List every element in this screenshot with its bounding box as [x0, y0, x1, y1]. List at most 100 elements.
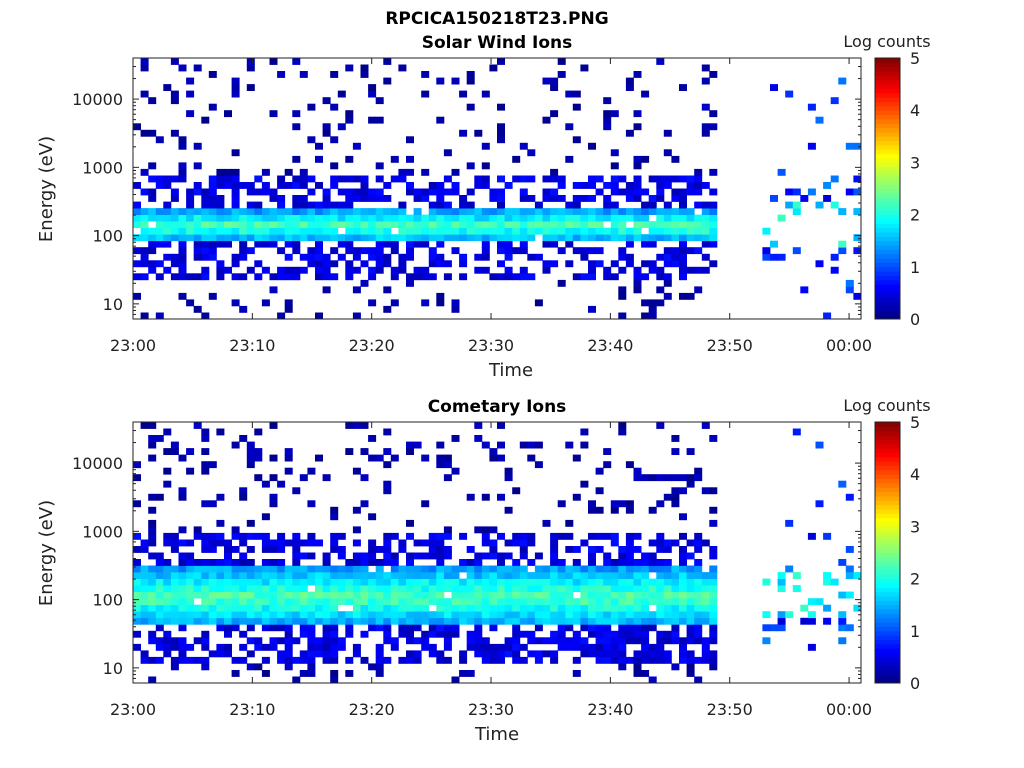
spectrogram-cell — [679, 208, 687, 215]
spectrogram-cell — [610, 273, 619, 281]
spectrogram-cell — [201, 500, 210, 508]
spectrogram-cell — [610, 201, 619, 209]
spectrogram-cell — [557, 643, 566, 651]
spectrogram-cell — [618, 286, 627, 294]
spectrogram-cell — [466, 227, 475, 235]
spectrogram-cell — [557, 175, 566, 183]
spectrogram-cell — [830, 253, 839, 261]
spectrogram-cell — [466, 637, 475, 645]
spectrogram-cell — [421, 617, 430, 625]
spectrogram-cell — [663, 493, 672, 501]
spectrogram-cell — [641, 559, 650, 566]
spectrogram-cell — [497, 598, 505, 606]
spectrogram-cell — [648, 559, 657, 566]
spectrogram-cell — [656, 227, 665, 235]
spectrogram-cell — [481, 591, 490, 599]
spectrogram-cell — [686, 292, 695, 300]
spectrogram-cell — [641, 656, 650, 664]
spectrogram-cell — [451, 221, 460, 228]
spectrogram-cell — [481, 142, 490, 150]
spectrogram-cell — [352, 552, 361, 560]
colorbar-step — [875, 110, 900, 116]
spectrogram-cell — [618, 188, 627, 196]
spectrogram-cell — [648, 260, 657, 268]
spectrogram-cell — [216, 221, 225, 228]
spectrogram-cell — [572, 656, 581, 664]
spectrogram-cell — [299, 253, 308, 261]
spectrogram-cell — [231, 617, 240, 625]
spectrogram-cell — [474, 572, 483, 579]
spectrogram-cell — [193, 208, 202, 215]
spectrogram-cell — [299, 572, 308, 579]
spectrogram-cell — [352, 611, 361, 619]
spectrogram-cell — [193, 637, 202, 645]
spectrogram-cell — [277, 637, 286, 645]
spectrogram-cell — [216, 227, 225, 235]
spectrogram-cell — [315, 539, 323, 547]
spectrogram-cell — [170, 129, 179, 137]
spectrogram-cell — [497, 234, 505, 242]
spectrogram-cell — [550, 630, 559, 638]
spectrogram-cell — [337, 552, 346, 560]
spectrogram-cell — [603, 630, 612, 638]
spectrogram-cell — [527, 559, 536, 566]
spectrogram-cell — [337, 578, 346, 586]
spectrogram-cell — [603, 227, 612, 235]
colorbar-step — [875, 552, 900, 558]
spectrogram-cell — [170, 441, 179, 449]
spectrogram-cell — [337, 188, 346, 196]
spectrogram-cell — [193, 526, 202, 534]
colorbar-tick-label: 5 — [910, 413, 920, 432]
spectrogram-cell — [481, 240, 490, 248]
spectrogram-cell — [254, 591, 263, 599]
spectrogram-cell — [292, 532, 301, 540]
spectrogram-cell — [186, 585, 195, 592]
spectrogram-cell — [284, 611, 293, 619]
spectrogram-cell — [557, 227, 566, 235]
spectrogram-cell — [474, 234, 483, 242]
spectrogram-cell — [383, 253, 392, 261]
spectrogram-cell — [459, 227, 468, 235]
spectrogram-cell — [277, 539, 286, 547]
spectrogram-cell — [527, 611, 536, 619]
spectrogram-cell — [337, 240, 346, 248]
spectrogram-cell — [595, 611, 604, 619]
spectrogram-cell — [330, 103, 339, 111]
spectrogram-cell — [641, 630, 650, 638]
spectrogram-cell — [519, 214, 528, 222]
spectrogram-cell — [641, 624, 650, 632]
spectrogram-cell — [178, 208, 187, 215]
spectrogram-cell — [648, 175, 657, 183]
spectrogram-cell — [133, 292, 141, 300]
spectrogram-cell — [375, 650, 384, 658]
spectrogram-cell — [436, 240, 445, 248]
spectrogram-cell — [701, 637, 710, 645]
spectrogram-cell — [595, 617, 604, 625]
spectrogram-cell — [148, 676, 157, 684]
spectrogram-cell — [686, 234, 695, 242]
spectrogram-cell — [406, 578, 414, 586]
spectrogram-cell — [284, 578, 293, 586]
spectrogram-cell — [368, 208, 377, 215]
spectrogram-cell — [588, 585, 596, 592]
spectrogram-cell — [193, 578, 202, 586]
spectrogram-cell — [140, 227, 149, 235]
spectrogram-cell — [701, 227, 710, 235]
x-tick-label: 00:00 — [826, 700, 872, 719]
spectrogram-cell — [315, 611, 323, 619]
colorbar-step — [875, 297, 900, 303]
spectrogram-cell — [178, 487, 187, 495]
spectrogram-cell — [489, 578, 498, 586]
spectrogram-cell — [633, 532, 642, 540]
spectrogram-cell — [421, 266, 430, 274]
spectrogram-cell — [679, 591, 687, 599]
spectrogram-cell — [186, 643, 195, 651]
spectrogram-cell — [686, 480, 695, 488]
spectrogram-cell — [823, 182, 832, 189]
spectrogram-cell — [421, 221, 430, 228]
spectrogram-cell — [701, 103, 710, 111]
spectrogram-cell — [618, 598, 627, 606]
spectrogram-cell — [292, 208, 301, 215]
colorbar-step — [875, 314, 900, 320]
spectrogram-cell — [625, 565, 634, 573]
